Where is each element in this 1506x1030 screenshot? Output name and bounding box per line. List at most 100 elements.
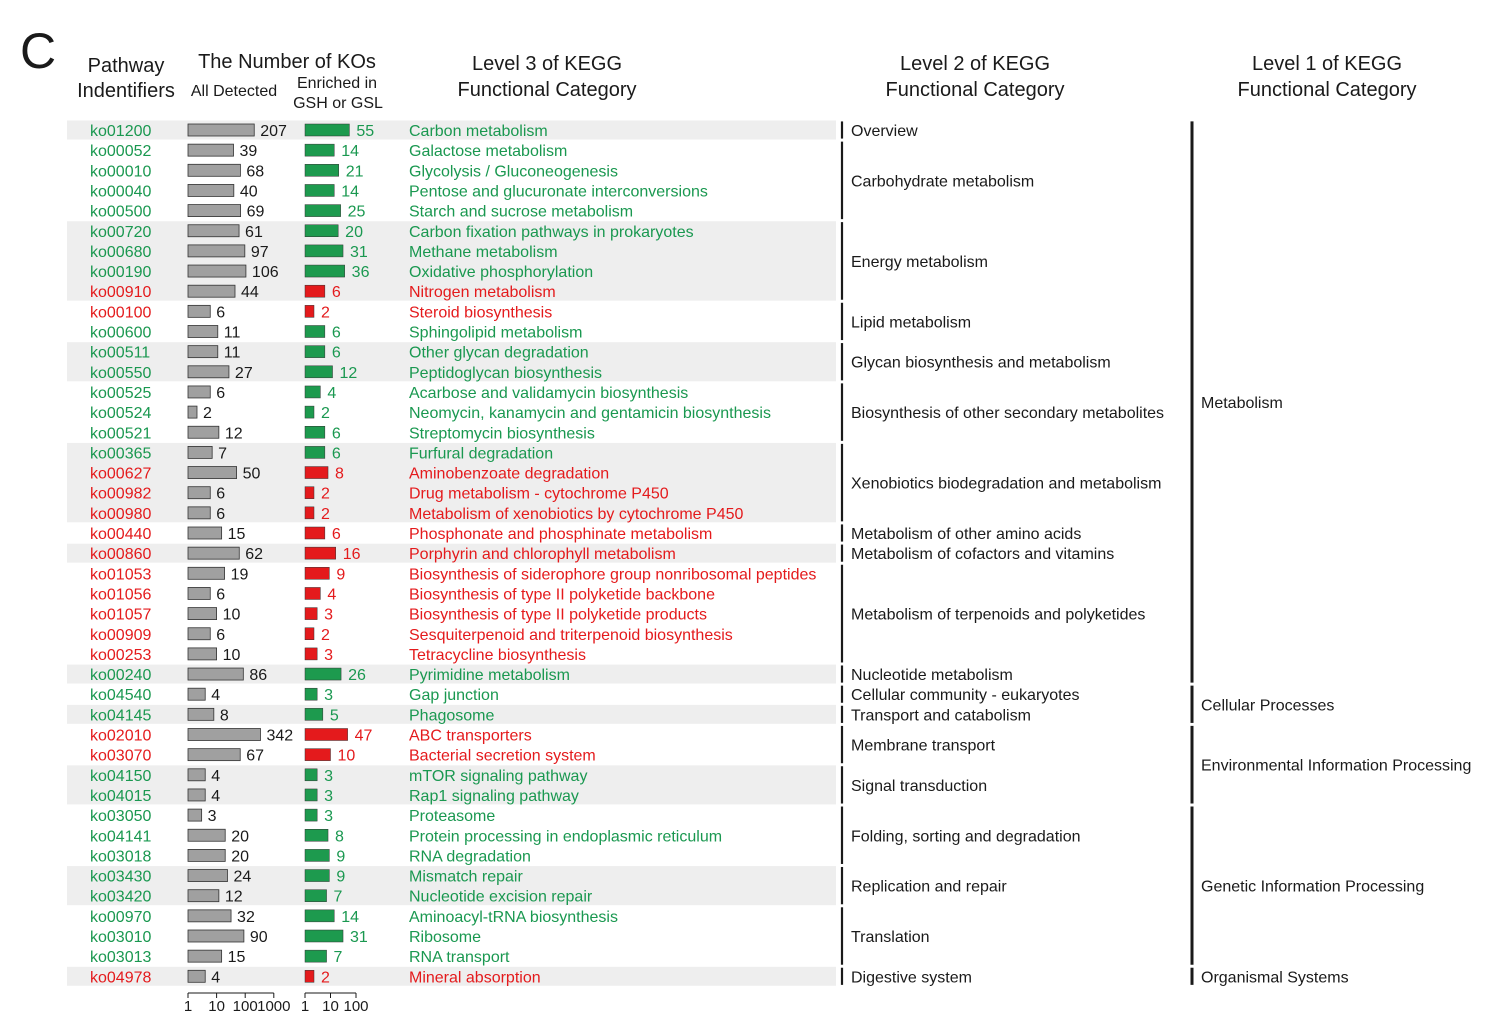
- all-detected-value: 6: [216, 385, 225, 402]
- enriched-value: 3: [324, 687, 333, 704]
- pathway-id: ko04015: [90, 788, 151, 805]
- pathway-id: ko04978: [90, 969, 151, 986]
- enriched-value: 8: [335, 828, 344, 845]
- enriched-value: 4: [327, 385, 336, 402]
- pathway-name: Rap1 signaling pathway: [409, 788, 579, 805]
- pathway-name: mTOR signaling pathway: [409, 768, 587, 785]
- pathway-name: Bacterial secretion system: [409, 748, 596, 765]
- all-detected-value: 342: [266, 728, 293, 745]
- all-detected-bar: [187, 828, 226, 842]
- all-detected-bar: [187, 123, 255, 137]
- all-detected-bar: [187, 284, 236, 298]
- pathway-id: ko03070: [90, 748, 151, 765]
- header-level1-line2: Functional Category: [1238, 79, 1417, 101]
- pathway-name: Starch and sucrose metabolism: [409, 204, 633, 221]
- all-detected-value: 62: [245, 546, 263, 563]
- all-detected-value: 32: [237, 909, 255, 926]
- all-detected-value: 2: [203, 405, 212, 422]
- pathway-id: ko01056: [90, 586, 151, 603]
- pathway-id: ko00524: [90, 405, 151, 422]
- enriched-value: 4: [327, 586, 336, 603]
- enriched-bar: [304, 849, 330, 862]
- pathway-id: ko03010: [90, 929, 151, 946]
- enriched-bar: [304, 708, 324, 721]
- pathway-name: Metabolism of xenobiotics by cytochrome …: [409, 506, 743, 523]
- enriched-bar: [304, 546, 336, 560]
- enriched-bar: [304, 587, 321, 600]
- all-detected-bar: [187, 184, 235, 197]
- all-detected-value: 11: [224, 325, 241, 342]
- enriched-bar: [304, 869, 330, 882]
- all_detected-axis-tick-label: 10: [208, 998, 225, 1015]
- enriched-bar: [304, 526, 326, 540]
- pathway-id: ko00860: [90, 546, 151, 563]
- all_detected-axis-tick-label: 1000: [257, 998, 290, 1015]
- all-detected-bar: [187, 405, 198, 419]
- enriched-bar: [304, 929, 344, 943]
- all-detected-value: 15: [228, 526, 246, 543]
- pathway-name: RNA transport: [409, 949, 510, 966]
- enriched-bar: [304, 607, 318, 620]
- level2-label: Digestive system: [851, 969, 972, 986]
- level2-background: [845, 543, 1183, 563]
- pathway-name: Acarbose and validamycin biosynthesis: [409, 385, 688, 402]
- enriched-bar: [304, 365, 333, 379]
- all-detected-value: 39: [240, 143, 258, 160]
- level1-groups: Metabolism Cellular Processes Environmenta…: [1190, 121, 1471, 986]
- enriched-bar: [304, 788, 318, 802]
- enriched-bar: [304, 385, 321, 399]
- level2-label: Signal transduction: [851, 778, 987, 795]
- enriched-value: 6: [332, 325, 341, 342]
- enriched-bar: [304, 426, 326, 439]
- all-detected-value: 4: [211, 969, 220, 986]
- all-detected-value: 6: [216, 506, 225, 523]
- all-detected-bar: [187, 768, 206, 782]
- pathway-id: ko00365: [90, 445, 151, 462]
- enriched-value: 26: [348, 667, 366, 684]
- enriched-value: 9: [336, 869, 345, 886]
- level2-background: [845, 966, 1183, 986]
- enriched-value: 14: [341, 909, 359, 926]
- all-detected-value: 8: [220, 707, 229, 724]
- all-detected-value: 20: [231, 848, 249, 865]
- all-detected-bar: [187, 204, 241, 218]
- pathway-id: ko03050: [90, 808, 151, 825]
- all-detected-bar: [187, 325, 219, 338]
- pathway-id: ko04145: [90, 707, 151, 724]
- pathway-id: ko00525: [90, 385, 151, 402]
- all-detected-bar: [187, 566, 225, 580]
- pathway-id: ko03430: [90, 869, 151, 886]
- enriched-value: 10: [338, 748, 356, 765]
- level1-label: Genetic Information Processing: [1201, 879, 1424, 896]
- pathway-id: ko04540: [90, 687, 151, 704]
- header-level1-line1: Level 1 of KEGG: [1252, 53, 1402, 75]
- enriched-value: 21: [346, 163, 364, 180]
- level2-label: Glycan biosynthesis and metabolism: [851, 355, 1111, 372]
- enriched-bar: [304, 204, 341, 217]
- level1-label: Organismal Systems: [1201, 969, 1349, 986]
- row-shading: [67, 120, 836, 140]
- enriched-value: 2: [321, 405, 330, 422]
- pathway-name: Streptomycin biosynthesis: [409, 425, 595, 442]
- level2-groups: Overview Carbohydrate metabolism Energy me…: [840, 121, 1164, 986]
- level2-label: Metabolism of other amino acids: [851, 526, 1081, 543]
- pathway-name: Sphingolipid metabolism: [409, 325, 582, 342]
- pathway-id: ko00970: [90, 909, 151, 926]
- enriched-axis-tick-label: 10: [322, 998, 339, 1015]
- all-detected-bar: [187, 929, 245, 943]
- row-shading: [67, 704, 836, 724]
- enriched-value: 9: [336, 848, 345, 865]
- enriched-value: 3: [324, 768, 333, 785]
- pathway-name: Nucleotide excision repair: [409, 889, 593, 906]
- pathway-id: ko00910: [90, 284, 151, 301]
- all-detected-value: 61: [245, 224, 263, 241]
- level2-background: [845, 866, 1183, 906]
- pathway-id: ko03013: [90, 949, 151, 966]
- enriched-bar: [304, 284, 326, 298]
- pathway-name: RNA degradation: [409, 848, 531, 865]
- pathway-name: Other glycan degradation: [409, 345, 589, 362]
- all-detected-value: 86: [249, 667, 267, 684]
- pathway-name: Biosynthesis of siderophore group nonrib…: [409, 566, 816, 583]
- row-shading: [67, 966, 836, 986]
